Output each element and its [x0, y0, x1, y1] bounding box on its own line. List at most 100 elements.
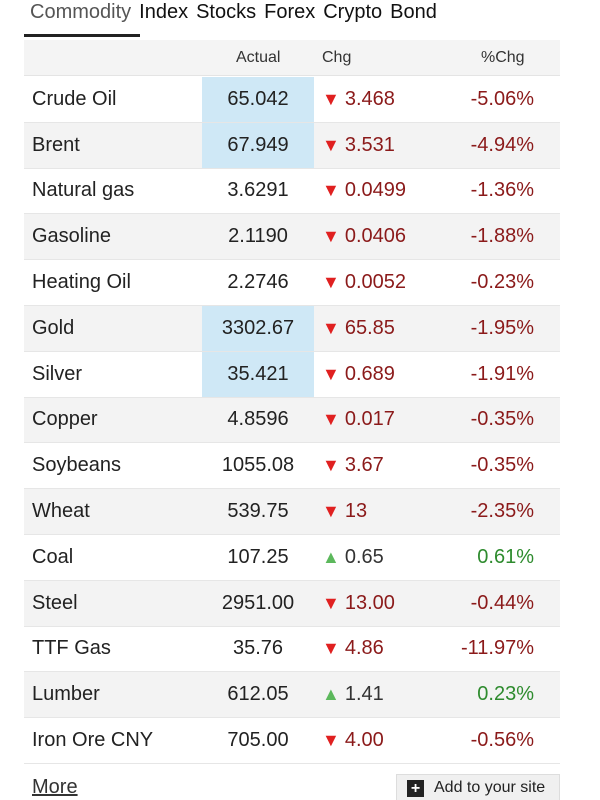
actual-value: 3302.67 — [202, 305, 314, 351]
change-value: 0.0406 — [344, 225, 406, 248]
table-row[interactable]: Gold 3302.67 ▼ 65.85 -1.95% — [24, 305, 560, 352]
actual-value: 2.1190 — [228, 225, 288, 248]
add-to-site-button[interactable]: + Add to your site — [396, 774, 560, 800]
percent-change-value: -1.36% — [470, 179, 534, 202]
commodity-name[interactable]: Gold — [32, 316, 75, 339]
percent-change-value: -0.23% — [470, 271, 534, 294]
commodity-name[interactable]: Steel — [32, 591, 78, 614]
change-cell: ▼ 13 — [322, 489, 367, 534]
percent-change-value: 0.23% — [477, 683, 534, 706]
header-actual: Actual — [236, 49, 281, 66]
commodity-name[interactable]: Crude Oil — [32, 87, 117, 110]
change-value: 0.0499 — [344, 179, 406, 202]
change-cell: ▼ 0.689 — [322, 352, 395, 397]
change-value: 13.00 — [344, 591, 395, 614]
triangle-up-icon: ▲ — [322, 546, 340, 567]
triangle-down-icon: ▼ — [322, 363, 340, 384]
table-row[interactable]: Soybeans 1055.08 ▼ 3.67 -0.35% — [24, 443, 560, 490]
market-tabs: Commodity Index Stocks Forex Crypto Bond — [24, 0, 560, 36]
change-cell: ▼ 3.468 — [322, 77, 395, 122]
tab-stocks[interactable]: Stocks — [196, 1, 257, 23]
table-row[interactable]: Natural gas 3.6291 ▼ 0.0499 -1.36% — [24, 169, 560, 215]
change-value: 13 — [344, 500, 368, 523]
table-row[interactable]: Gasoline 2.1190 ▼ 0.0406 -1.88% — [24, 214, 560, 261]
commodity-table-body: Crude Oil 65.042 ▼ 3.468 -5.06% Brent 67.949 ▼ 3… — [24, 77, 560, 764]
triangle-down-icon: ▼ — [322, 317, 340, 338]
table-row[interactable]: Silver 35.421 ▼ 0.689 -1.91% — [24, 351, 560, 398]
change-value: 3.67 — [344, 454, 384, 477]
commodity-name[interactable]: Coal — [32, 545, 74, 568]
change-cell: ▼ 65.85 — [322, 306, 395, 351]
commodity-name[interactable]: Copper — [32, 408, 98, 431]
change-value: 0.689 — [344, 362, 395, 385]
triangle-down-icon: ▼ — [322, 730, 340, 751]
commodity-widget: Commodity Index Stocks Forex Crypto Bond… — [24, 0, 560, 800]
table-row[interactable]: TTF Gas 35.76 ▼ 4.86 -11.97% — [24, 627, 560, 673]
triangle-down-icon: ▼ — [322, 455, 340, 476]
actual-value: 107.25 — [227, 545, 289, 568]
tab-commodity[interactable]: Commodity — [30, 1, 132, 23]
table-row[interactable]: Steel 2951.00 ▼ 13.00 -0.44% — [24, 580, 560, 627]
actual-value: 65.042 — [202, 77, 314, 122]
percent-change-value: -0.44% — [470, 591, 534, 614]
tab-bond[interactable]: Bond — [390, 1, 437, 23]
actual-value: 705.00 — [227, 729, 289, 752]
triangle-down-icon: ▼ — [322, 501, 340, 522]
table-row[interactable]: Wheat 539.75 ▼ 13 -2.35% — [24, 489, 560, 535]
percent-change-value: -1.88% — [470, 225, 534, 248]
change-value: 3.468 — [344, 87, 395, 110]
commodity-name[interactable]: Lumber — [32, 683, 100, 706]
change-cell: ▼ 3.67 — [322, 443, 384, 488]
percent-change-value: 0.61% — [477, 545, 534, 568]
commodity-name[interactable]: Natural gas — [32, 179, 135, 202]
table-row[interactable]: Crude Oil 65.042 ▼ 3.468 -5.06% — [24, 77, 560, 123]
actual-value: 35.76 — [232, 637, 284, 660]
change-value: 4.86 — [344, 637, 384, 660]
change-cell: ▼ 0.0052 — [322, 260, 406, 305]
change-cell: ▼ 4.00 — [322, 718, 384, 763]
actual-value: 1055.08 — [221, 454, 295, 477]
commodity-name[interactable]: TTF Gas — [32, 637, 111, 660]
change-value: 0.017 — [344, 408, 395, 431]
change-cell: ▼ 0.017 — [322, 398, 395, 443]
actual-value: 2.2746 — [227, 271, 289, 294]
table-row[interactable]: Brent 67.949 ▼ 3.531 -4.94% — [24, 122, 560, 169]
tab-crypto[interactable]: Crypto — [323, 1, 383, 23]
percent-change-value: -5.06% — [470, 87, 534, 110]
widget-footer: More + Add to your site — [24, 768, 560, 800]
change-value: 4.00 — [344, 729, 384, 752]
commodity-name[interactable]: Silver — [32, 362, 83, 385]
actual-value: 539.75 — [227, 500, 289, 523]
change-value: 0.0052 — [344, 271, 406, 294]
table-row[interactable]: Iron Ore CNY 705.00 ▼ 4.00 -0.56% — [24, 718, 560, 764]
table-row[interactable]: Copper 4.8596 ▼ 0.017 -0.35% — [24, 397, 560, 444]
plus-square-icon: + — [407, 779, 424, 797]
table-header: Actual Chg %Chg — [24, 40, 560, 76]
triangle-down-icon: ▼ — [322, 638, 340, 659]
commodity-name[interactable]: Gasoline — [32, 225, 111, 248]
table-row[interactable]: Heating Oil 2.2746 ▼ 0.0052 -0.23% — [24, 260, 560, 306]
percent-change-value: -1.95% — [470, 316, 534, 339]
tab-forex[interactable]: Forex — [264, 1, 316, 23]
actual-value: 4.8596 — [227, 408, 289, 431]
actual-value: 612.05 — [227, 683, 289, 706]
commodity-name[interactable]: Soybeans — [32, 454, 121, 477]
commodity-name[interactable]: Brent — [32, 133, 80, 156]
percent-change-value: -1.91% — [470, 362, 534, 385]
triangle-down-icon: ▼ — [322, 592, 340, 613]
table-row[interactable]: Coal 107.25 ▲ 0.65 0.61% — [24, 535, 560, 581]
more-link[interactable]: More — [32, 776, 78, 798]
triangle-down-icon: ▼ — [322, 134, 340, 155]
percent-change-value: -0.35% — [470, 408, 534, 431]
commodity-name[interactable]: Heating Oil — [32, 271, 131, 294]
tab-index[interactable]: Index — [139, 1, 189, 23]
percent-change-value: -0.56% — [470, 729, 534, 752]
change-cell: ▲ 1.41 — [322, 672, 384, 717]
commodity-name[interactable]: Iron Ore CNY — [32, 729, 154, 752]
actual-value: 2951.00 — [221, 591, 295, 614]
percent-change-value: -4.94% — [470, 133, 534, 156]
change-value: 3.531 — [344, 133, 395, 156]
table-row[interactable]: Lumber 612.05 ▲ 1.41 0.23% — [24, 672, 560, 719]
commodity-name[interactable]: Wheat — [32, 500, 90, 523]
percent-change-value: -11.97% — [460, 637, 534, 660]
